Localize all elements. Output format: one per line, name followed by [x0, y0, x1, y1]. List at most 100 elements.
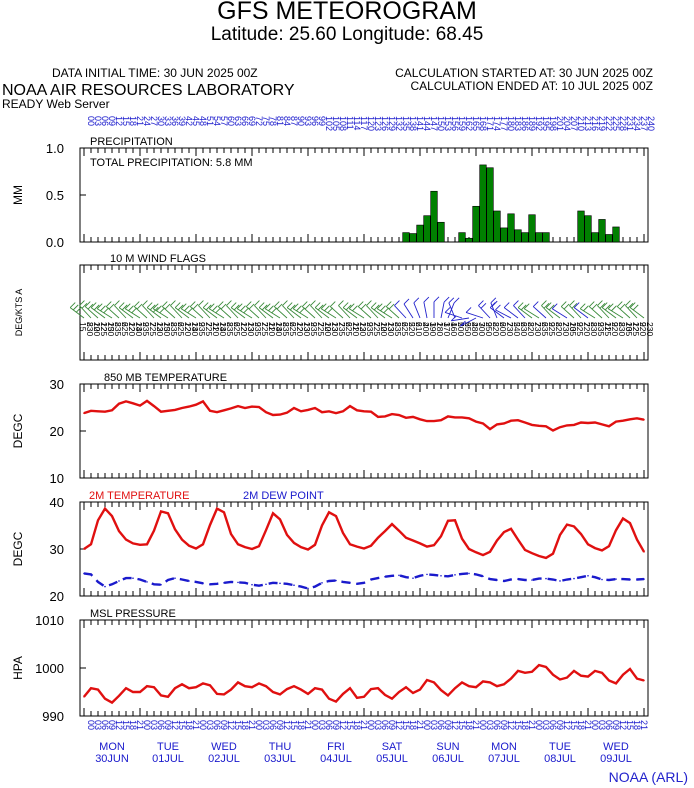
wind-barb — [217, 306, 232, 319]
mslp-line-point — [587, 675, 589, 678]
wind-barb-flag — [523, 303, 530, 310]
precip-tick-label: 0.0 — [46, 235, 64, 250]
t850-line-point — [328, 410, 330, 413]
t850-line-point — [538, 425, 540, 427]
wind-direction-label: 220 — [638, 322, 648, 336]
wind-barb-flag — [366, 300, 372, 306]
top-hour-label: 132 — [394, 116, 404, 131]
wind-barb-flag — [174, 302, 181, 308]
wind-direction-label: 250 — [463, 322, 473, 336]
wind-speed-label: 9 — [484, 322, 494, 327]
top-hour-label: 105 — [331, 116, 341, 131]
wind-barb — [489, 307, 505, 319]
server-name: READY Web Server — [2, 97, 110, 111]
top-hour-label: 153 — [443, 116, 453, 131]
wind-direction-label: 200 — [498, 322, 508, 336]
t850-line-point — [440, 419, 442, 421]
t2m-dew-line-point — [244, 582, 246, 584]
wind-barb — [560, 306, 575, 319]
mslp-line-point — [615, 682, 617, 685]
mslp-line-point — [580, 674, 582, 677]
t2m-temp-line-point — [300, 546, 302, 548]
utc-hour-label: 21 — [303, 720, 313, 730]
utc-hour-label: 00 — [590, 720, 600, 730]
mslp-line-point — [202, 682, 204, 685]
wind-barb-flag — [296, 305, 302, 312]
top-hour-label: 189 — [527, 116, 537, 131]
t850-line-point — [468, 417, 470, 420]
t2m-dew-line-point — [566, 578, 568, 581]
wind-speed-label: 6 — [344, 322, 354, 327]
date-label: 01JUL — [152, 753, 184, 765]
wind-barb — [254, 305, 267, 319]
t850-line-point — [272, 414, 274, 416]
t2m-dew-line-point — [496, 579, 498, 581]
t2m-temp-line-point — [356, 545, 358, 548]
wind-barb-flag — [601, 302, 608, 308]
wind-direction-label: 235 — [169, 322, 179, 336]
wind-direction-label: 220 — [610, 322, 620, 336]
precip-bar — [458, 232, 466, 243]
precip-bar — [591, 232, 599, 243]
utc-hour-label: 12 — [338, 720, 348, 730]
t850-ylabel: DEGC — [11, 413, 25, 448]
t2m-temp-line-point — [363, 547, 365, 550]
t2m-dew-line-point — [230, 581, 232, 583]
top-hour-label: 225 — [611, 116, 621, 131]
t850-line-point — [181, 407, 183, 409]
t850-line-point — [132, 402, 134, 405]
wind-speed-label: 9 — [575, 322, 585, 327]
calculation-ended: CALCULATION ENDED AT: 10 JUL 2025 00Z — [410, 79, 653, 93]
wind-barb-flag — [184, 305, 190, 312]
precip-bar — [402, 232, 410, 243]
t2m-temp-line-point — [139, 543, 141, 546]
t2m-dew-line-point — [545, 577, 547, 580]
utc-hour-label: 09 — [107, 720, 117, 730]
utc-hour-label: 06 — [604, 720, 614, 730]
wind-direction-label: 230 — [386, 322, 396, 336]
t2m-dew-line-point — [90, 573, 92, 576]
utc-hour-label: 12 — [450, 720, 460, 730]
wind-barb-flag — [569, 300, 575, 306]
t2m-temp-line-point — [489, 551, 491, 553]
wind-speed-label: 7 — [505, 322, 515, 327]
utc-hour-label: 21 — [583, 720, 593, 730]
t2m-dew-line-point — [125, 577, 127, 579]
wind-barb-flag — [345, 304, 352, 311]
t2m-dew-line-point — [552, 578, 554, 581]
wind-speed-label: 7 — [582, 322, 592, 327]
wind-direction-label: 220 — [582, 322, 592, 336]
mslp-line-point — [629, 668, 631, 670]
mslp-line-point — [412, 692, 414, 694]
wind-direction-label: 220 — [351, 322, 361, 336]
wind-barb-flag — [373, 304, 380, 311]
wind-direction-label: 230 — [645, 322, 655, 336]
wind-barb — [79, 305, 92, 319]
wind-direction-label: 230 — [519, 322, 529, 336]
wind-barb — [226, 305, 239, 319]
precip-tick-label: 0.5 — [46, 188, 64, 203]
t2m-temp-line-point — [209, 524, 211, 526]
wind-speed-label: 5 — [512, 322, 522, 327]
wind-barb — [114, 305, 127, 319]
utc-hour-label: 21 — [415, 720, 425, 730]
wind-speed-label: 7 — [372, 322, 382, 327]
mslp-line-point — [433, 681, 435, 684]
t2m-temp-line-point — [335, 515, 337, 517]
wind-speed-label: 7 — [316, 322, 326, 327]
t850-line-point — [139, 404, 141, 407]
utc-hour-label: 18 — [408, 720, 418, 730]
t850-line-point — [223, 409, 225, 412]
t2m-dew-line-point — [636, 578, 638, 581]
t2m-dew-line-point — [524, 579, 526, 581]
wind-direction-label: 225 — [603, 322, 613, 336]
wind-direction-label: 230 — [589, 322, 599, 336]
precip-bar — [486, 167, 494, 243]
wind-speed-label: 14 — [274, 322, 284, 332]
wind-direction-label: 230 — [302, 322, 312, 336]
precip-bar — [479, 164, 487, 243]
wind-direction-label: 220 — [323, 322, 333, 336]
top-hour-label: 48 — [198, 116, 208, 126]
wind-barb-flag — [156, 305, 162, 312]
top-hour-label: 114 — [352, 116, 362, 130]
